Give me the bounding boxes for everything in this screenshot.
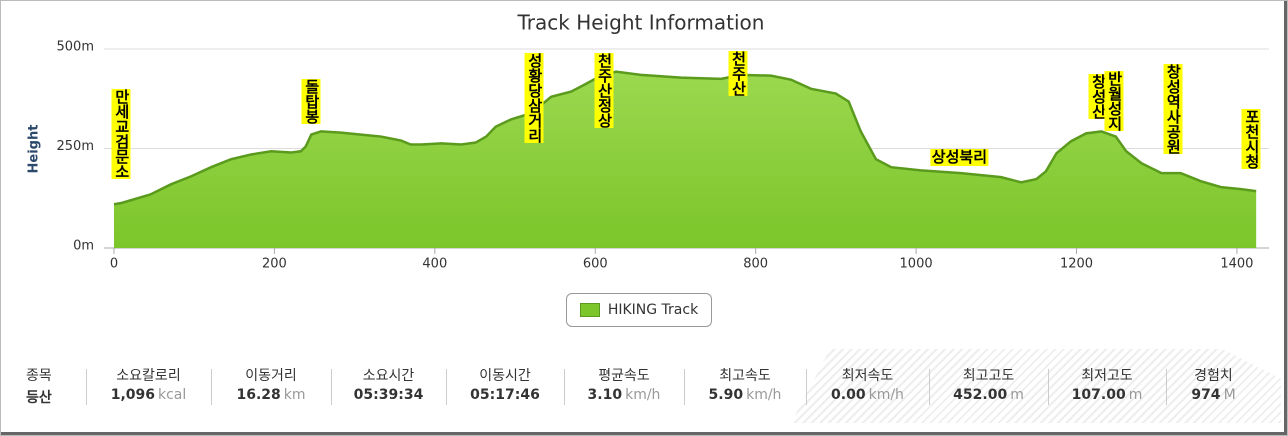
separator — [1166, 369, 1167, 405]
stats-label: 경험치 — [1194, 368, 1233, 384]
hatch-background — [791, 349, 1281, 423]
stats-number: 등산 — [26, 390, 52, 406]
stats-label: 최저속도 — [841, 368, 894, 384]
stats-cell: 경험치 974 M — [1166, 365, 1261, 411]
legend-label: HIKING Track — [607, 302, 699, 318]
separator — [331, 369, 332, 405]
stats-label: 최고고도 — [962, 368, 1015, 384]
x-tick-label: 800 — [743, 257, 768, 272]
annotation: 상성북리 — [930, 148, 988, 166]
stats-value: 1,096 kcal — [86, 387, 211, 403]
area — [114, 71, 1257, 248]
stats-value: 등산 — [26, 387, 86, 407]
stats-number: 3.10 — [587, 387, 623, 403]
stats-value: 107.00 m — [1048, 387, 1166, 403]
stats-value: 16.28 km — [211, 387, 331, 403]
stats-unit: km/h — [625, 387, 661, 403]
x-tick-label: 400 — [422, 257, 447, 272]
stats-number: 16.28 — [236, 387, 281, 403]
stats-cell: 최고고도 452.00 m — [929, 365, 1048, 411]
annotation: 만세교검문소 — [111, 89, 131, 179]
separator — [86, 369, 87, 405]
separator — [684, 369, 685, 405]
separator — [806, 369, 807, 405]
stats-unit: km — [283, 387, 306, 403]
x-tick-label: 1400 — [1220, 257, 1253, 272]
stats-cell: 최고속도 5.90 km/h — [684, 365, 806, 411]
stats-value: 05:17:46 — [446, 387, 564, 403]
stats-label: 이동시간 — [479, 368, 531, 384]
stats-cell: 이동거리 16.28 km — [211, 365, 331, 411]
annotation: 포천시청 — [1241, 109, 1261, 169]
y-tick-label: 0m — [73, 239, 94, 254]
stats-value: 05:39:34 — [331, 387, 446, 403]
stats-label: 종목 — [26, 368, 52, 384]
annotation: 성황당삼거리 — [524, 53, 544, 143]
separator — [929, 369, 930, 405]
stats-unit: m — [1128, 387, 1143, 403]
stats-value: 0.00 km/h — [806, 387, 929, 403]
legend-swatch — [579, 303, 600, 317]
stats-value: 5.90 km/h — [684, 387, 806, 403]
stats-value: 974 M — [1166, 387, 1261, 403]
annotation: 천주산 — [728, 51, 748, 96]
stats-unit: kcal — [158, 387, 187, 403]
separator — [564, 369, 565, 405]
stats-label: 최저고도 — [1081, 368, 1133, 384]
separator — [446, 369, 447, 405]
y-tick-label: 500m — [57, 40, 94, 55]
y-tick-label: 250m — [57, 139, 94, 154]
annotation: 반월성지 — [1104, 71, 1124, 131]
x-tick-label: 1200 — [1060, 257, 1093, 272]
annotation: 창성역사공원 — [1163, 64, 1183, 154]
stats-cell: 소요시간 05:39:34 — [331, 365, 446, 411]
annotation: 천주산정상 — [594, 53, 614, 128]
stats-unit: m — [1010, 387, 1024, 403]
stats-label: 이동거리 — [245, 368, 297, 384]
stats-cell: 이동시간 05:17:46 — [446, 365, 564, 411]
stats-number: 974 — [1191, 387, 1221, 403]
stats-number: 1,096 — [110, 387, 155, 403]
x-tick-label: 0 — [110, 257, 118, 272]
stats-label: 평균속도 — [598, 368, 650, 384]
stats-label: 소요칼로리 — [116, 368, 181, 384]
stats-cell: 소요칼로리 1,096 kcal — [86, 365, 211, 411]
stats-number: 0.00 — [831, 387, 866, 403]
stats-label: 최고속도 — [719, 368, 771, 384]
stats-value: 3.10 km/h — [564, 387, 684, 403]
x-tick-label: 600 — [583, 257, 608, 272]
stats-cell: 최저고도 107.00 m — [1048, 365, 1166, 411]
stats-cell: 최저속도 0.00 km/h — [806, 365, 929, 411]
stats-number: 05:39:34 — [353, 387, 424, 403]
stats-unit: M — [1223, 387, 1236, 403]
stats-number: 05:17:46 — [470, 387, 540, 403]
y-axis-title: Height — [27, 125, 42, 174]
x-tick-label: 1000 — [900, 257, 933, 272]
chart-title: Track Height Information — [517, 11, 765, 35]
stats-label: 소요시간 — [362, 368, 415, 384]
stats-number: 5.90 — [708, 387, 744, 403]
annotation: 돌탑봉 — [301, 79, 321, 124]
separator — [1048, 369, 1049, 405]
stats-number: 107.00 — [1071, 387, 1126, 403]
x-tick-label: 200 — [262, 257, 287, 272]
legend-item[interactable]: HIKING Track — [566, 293, 712, 327]
stats-unit: km/h — [746, 387, 782, 403]
separator — [211, 369, 212, 405]
stats-number: 452.00 — [953, 387, 1008, 403]
annotation: 창성산 — [1088, 74, 1108, 119]
stats-unit: km/h — [868, 387, 904, 403]
stats-value: 452.00 m — [929, 387, 1048, 403]
stats-cell: 평균속도 3.10 km/h — [564, 365, 684, 411]
